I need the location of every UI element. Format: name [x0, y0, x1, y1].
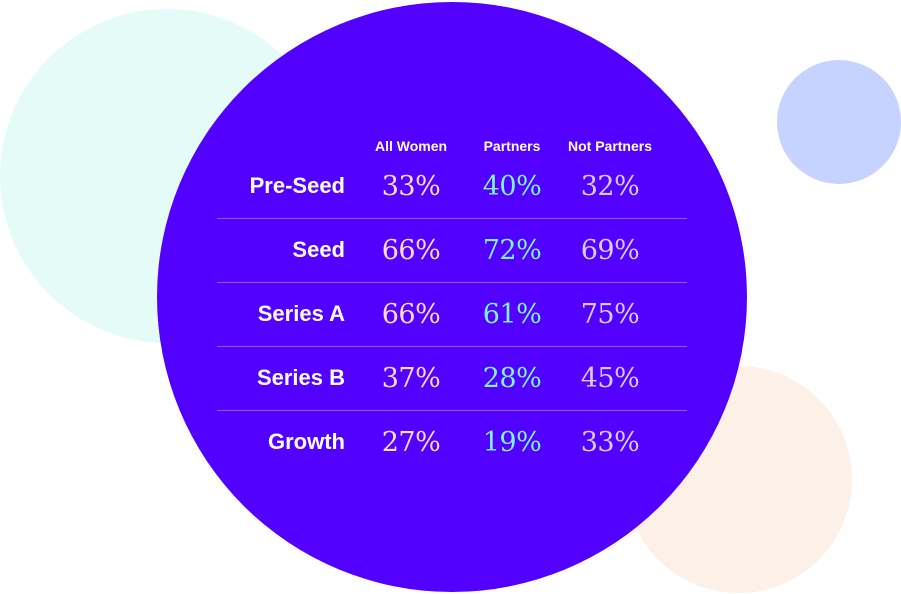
cell-pre-seed-partners: 40%: [482, 171, 542, 202]
row-label-series-a: Series A: [257, 301, 345, 326]
row-divider: [217, 346, 687, 347]
row-divider: [217, 282, 687, 283]
cell-seed-all-women: 66%: [381, 235, 441, 266]
row-divider: [217, 410, 687, 411]
cell-series-b-partners: 28%: [482, 363, 542, 394]
cell-series-a-not-partners: 75%: [580, 299, 640, 330]
cell-series-b-all-women: 37%: [381, 363, 441, 394]
background-circle-blue: [777, 60, 901, 184]
cell-growth-all-women: 27%: [381, 427, 441, 458]
row-label-seed: Seed: [292, 237, 345, 262]
cell-pre-seed-not-partners: 32%: [580, 171, 640, 202]
cell-growth-partners: 19%: [482, 427, 542, 458]
row-label-pre-seed: Pre-Seed: [249, 173, 345, 198]
cell-pre-seed-all-women: 33%: [381, 171, 441, 202]
cell-series-a-all-women: 66%: [381, 299, 441, 330]
cell-growth-not-partners: 33%: [580, 427, 640, 458]
column-header-not-partners: Not Partners: [567, 138, 653, 154]
row-label-growth: Growth: [268, 429, 345, 454]
cell-seed-not-partners: 69%: [580, 235, 640, 266]
cell-seed-partners: 72%: [482, 235, 542, 266]
cell-series-b-not-partners: 45%: [580, 363, 640, 394]
column-header-partners: Partners: [483, 138, 541, 154]
column-header-all-women: All Women: [374, 138, 448, 154]
row-divider: [217, 218, 687, 219]
row-label-series-b: Series B: [256, 365, 345, 390]
main-circle: [157, 2, 747, 592]
cell-series-a-partners: 61%: [482, 299, 542, 330]
